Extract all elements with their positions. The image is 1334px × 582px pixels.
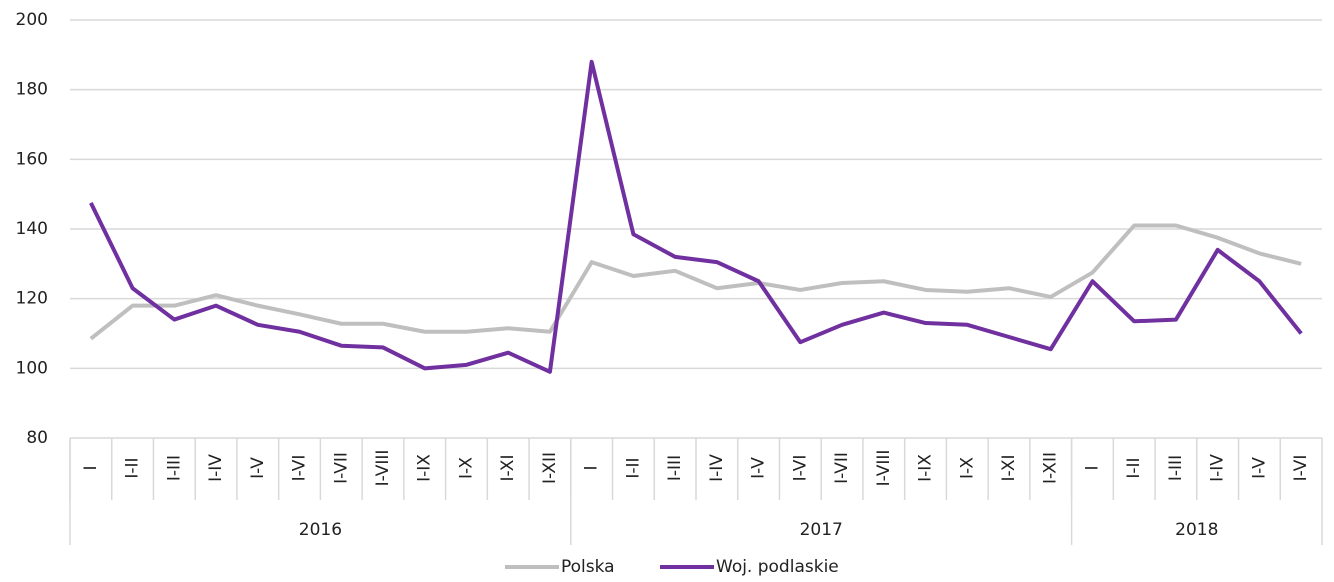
x-tick-label: I (81, 465, 101, 470)
x-tick-label: I-VI (790, 455, 810, 482)
group-label: 2018 (1175, 520, 1218, 540)
x-tick-label: I-IV (206, 454, 226, 482)
x-tick-label: I-II (1124, 457, 1144, 478)
x-tick-label: I (582, 465, 602, 470)
x-tick-label: I-VII (832, 452, 852, 484)
line-series (89, 223, 1302, 341)
y-tick-label: 80 (26, 428, 48, 448)
y-tick-label: 180 (16, 80, 48, 100)
group-label: 2017 (800, 520, 843, 540)
y-tick-label: 120 (16, 289, 48, 309)
x-tick-label: I-II (123, 457, 143, 478)
x-tick-label: I-III (665, 455, 685, 481)
x-tick-label: I-III (164, 455, 184, 481)
x-tick-label: I-XII (540, 452, 560, 484)
x-tick-label: I-X (456, 457, 476, 479)
line-series (89, 59, 1303, 374)
x-tick-label: I-VII (331, 452, 351, 484)
x-tick-label: I-XI (999, 455, 1019, 482)
x-tick-label: I-VIII (874, 450, 894, 487)
x-tick-label: I-VI (1291, 455, 1311, 482)
x-tick-label: I-V (248, 457, 268, 479)
x-tick-label: I-XI (498, 455, 518, 482)
x-tick-label: I-II (623, 457, 643, 478)
legend-label: Polska (561, 557, 615, 577)
x-tick-label: I-X (957, 457, 977, 479)
x-tick-label: I-VI (290, 455, 310, 482)
legend-label: Woj. podlaskie (716, 557, 839, 577)
x-tick-label: I-V (749, 457, 769, 479)
x-tick-label: I-VIII (373, 450, 393, 487)
x-tick-label: I-IV (707, 454, 727, 482)
group-label: 2016 (299, 520, 342, 540)
x-tick-label: I-V (1249, 457, 1269, 479)
x-tick-label: I-IV (1208, 454, 1228, 482)
x-tick-label: I (1082, 465, 1102, 470)
x-tick-label: I-XII (1041, 452, 1061, 484)
y-tick-label: 200 (16, 10, 48, 30)
y-tick-label: 140 (16, 219, 48, 239)
x-tick-label: I-III (1166, 455, 1186, 481)
x-tick-label: I-IX (916, 454, 936, 482)
y-tick-label: 100 (16, 358, 48, 378)
x-tick-label: I-IX (415, 454, 435, 482)
y-tick-label: 160 (16, 149, 48, 169)
